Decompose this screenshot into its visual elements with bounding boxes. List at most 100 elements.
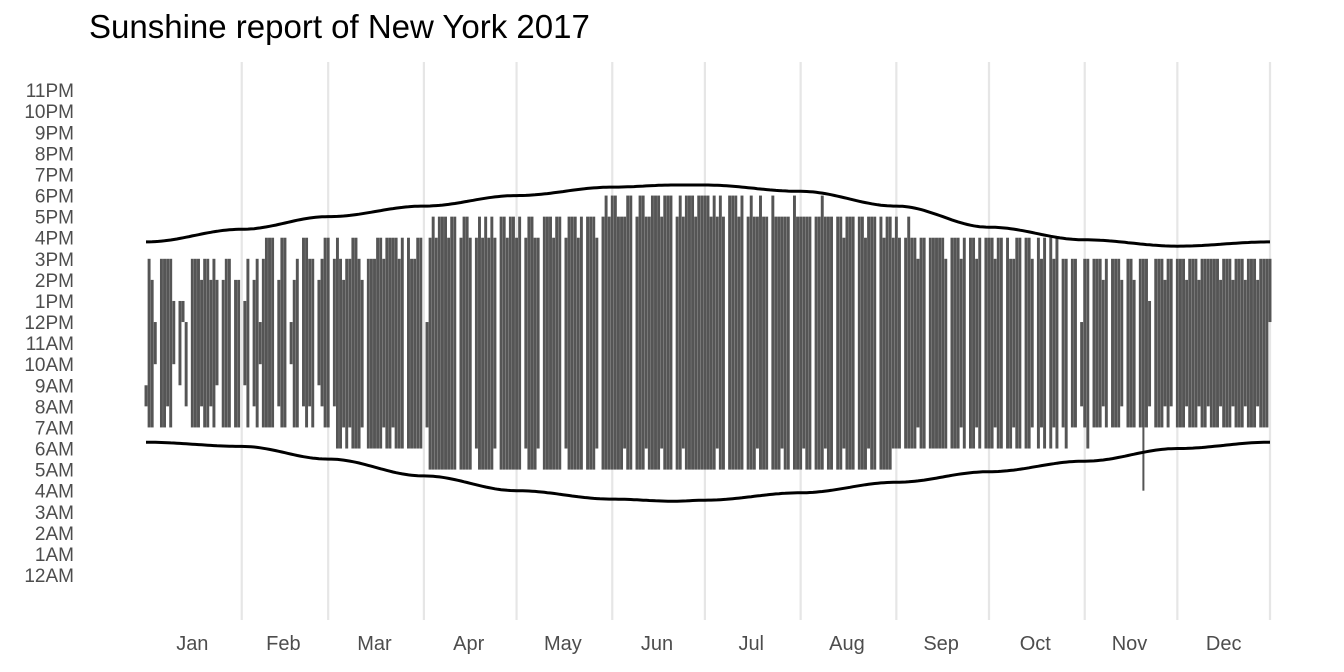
sunshine-bar [533,237,537,470]
sunshine-bar [681,216,685,449]
sunshine-bar [576,237,580,470]
sunshine-bar [1240,258,1244,428]
y-tick-label: 3AM [35,503,74,524]
sunshine-bar [737,216,741,470]
sunshine-bar [163,258,166,428]
sunshine-bar [237,279,241,428]
x-tick-label: Feb [266,633,300,655]
x-tick-label: Nov [1112,633,1148,655]
sunshine-bar [706,195,710,470]
sunshine-bar [224,258,228,428]
sunshine-bar [289,322,293,365]
sunshine-bar [669,195,673,470]
sunshine-bar [604,195,608,470]
sunshine-bar [502,216,506,470]
x-tick-label: Jun [641,633,673,655]
sunshine-bar [746,216,750,470]
y-tick-label: 5AM [35,461,74,482]
sunshine-bar [558,216,562,470]
sunshine-bar [647,216,651,470]
sunshine-bar [144,385,148,407]
sunshine-bar [907,216,911,449]
sunshine-bar [1194,258,1198,428]
sunshine-bar [437,216,441,470]
sunshine-bar [444,216,447,470]
sunshine-bar [555,216,559,470]
sunshine-bar [1262,258,1266,428]
sunshine-bar [376,237,380,449]
sunshine-bar [888,216,892,470]
sunshine-bar [468,237,472,470]
sunshine-bar [511,216,515,470]
sunshine-bar [873,216,877,470]
sunshine-bar [348,258,352,428]
sunshine-bar [499,216,503,470]
sunshine-bar [638,195,642,470]
sunshine-bar [388,237,392,449]
sunshine-bar [660,216,664,449]
sunshine-bar [851,216,855,470]
x-tick-label: Mar [357,633,392,655]
y-tick-label: 6PM [35,187,74,208]
sunshine-bar [712,195,716,470]
sunshine-bar [1222,258,1226,428]
sunshine-bar [931,237,935,449]
sunshine-bar [1259,258,1263,428]
sunshine-bar [323,237,327,428]
sunshine-bar [867,216,871,449]
sunshine-bar [373,258,376,449]
y-tick-label: 1AM [35,545,74,566]
y-tick-label: 1PM [35,292,74,313]
sunshine-bar [718,195,722,470]
sunshine-bar [302,237,305,407]
sunshine-bar [691,195,695,470]
sunshine-bar [283,237,287,428]
sunshine-bar [734,195,738,470]
sunshine-bar [400,237,404,449]
sunshine-bar [221,279,225,428]
sunshine-bar [1080,322,1084,407]
sunshine-bar [227,258,231,428]
sunshine-bar [332,258,336,407]
sunshine-bar [938,237,942,449]
sunshine-bar [1191,258,1195,428]
sunshine-bar [1253,258,1257,428]
sunshine-bar [536,237,540,449]
sunshine-bar [1111,258,1114,428]
sunshine-bar [391,237,395,428]
sunshine-bar [978,237,982,449]
sunshine-bar [984,237,988,449]
sunshine-bar [1120,279,1124,407]
sunshine-bar [447,237,451,470]
sunshine-bar [1098,258,1102,428]
sunshine-bar [268,237,271,428]
x-tick-label: Oct [1020,633,1052,655]
sunshine-bar [663,195,667,470]
sunshine-bar [885,216,889,470]
sunshine-bar [857,216,861,470]
sunshine-bar [564,237,568,449]
sunshine-bar [1203,258,1207,428]
sunshine-bar [635,216,639,470]
sunshine-bar [1117,258,1121,428]
sunshine-bar [481,237,485,470]
sunshine-bar [641,195,645,470]
sunshine-bar [1138,258,1142,428]
x-tick-label: Aug [829,633,865,655]
sunshine-bar [654,195,657,470]
sunshine-bar [941,237,945,449]
sunshine-bar [425,322,429,428]
sunshine-bar [153,322,157,365]
sunshine-bar [490,216,494,470]
sunshine-bar [629,195,633,470]
sunshine-bar [1083,258,1087,428]
sunshine-bar [342,279,346,428]
sunshine-bar [552,237,556,470]
sunshine-bar [1018,237,1022,449]
sunshine-bar [897,237,901,449]
sunshine-bar [255,258,259,428]
sunshine-bar [796,216,800,470]
sunshine-bar [972,237,976,449]
sunshine-bar [993,258,997,428]
